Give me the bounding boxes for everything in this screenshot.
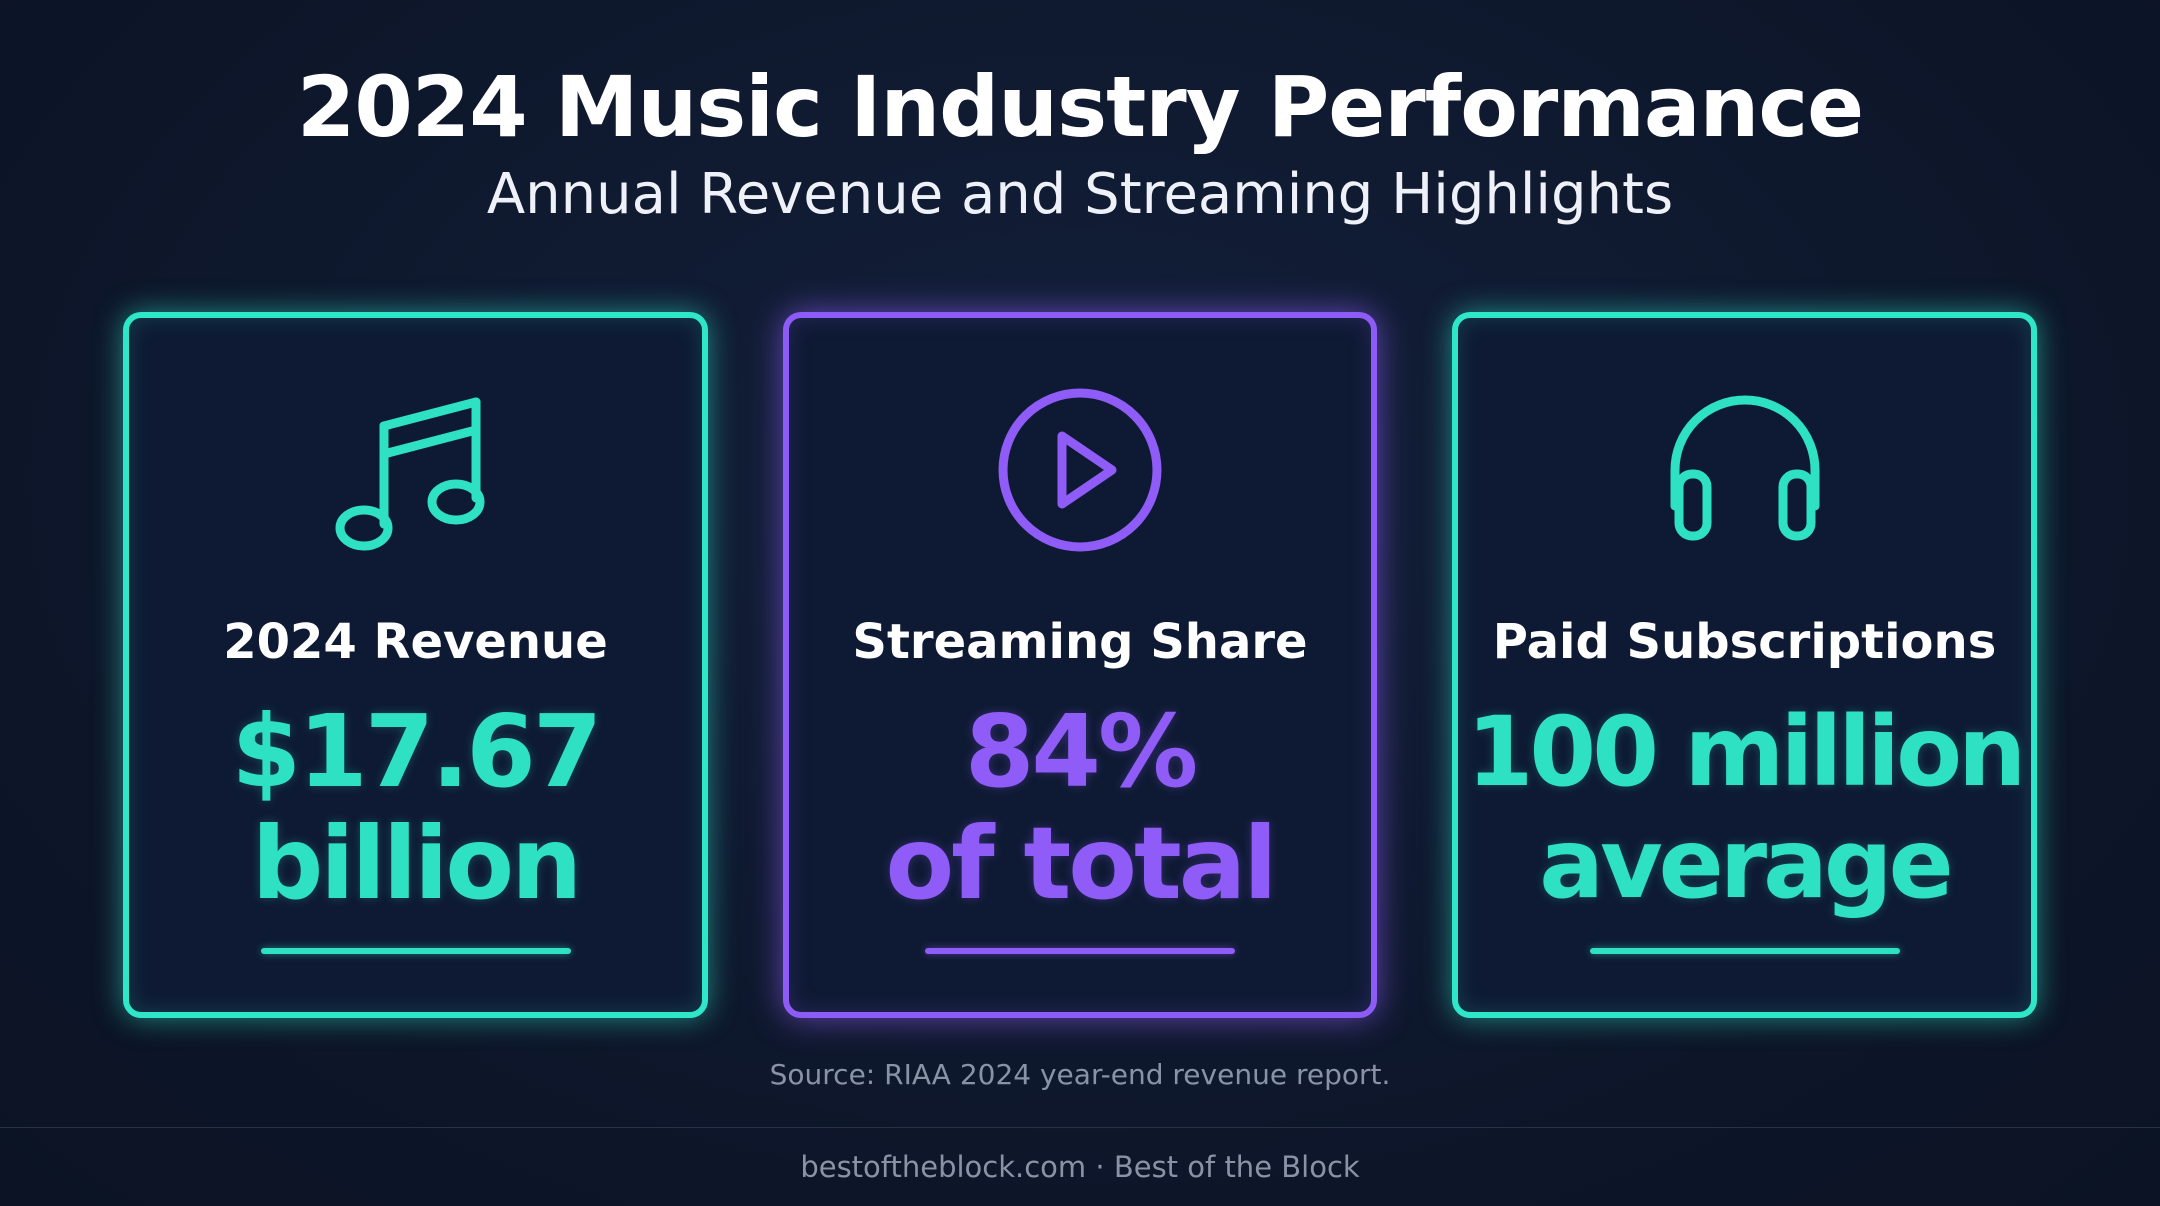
card-underline: [1589, 948, 1900, 954]
card-underline: [260, 948, 571, 954]
card-value-line2: average: [1539, 808, 1953, 920]
card-underline: [925, 948, 1235, 954]
stat-card-streaming: Streaming Share 84% of total: [783, 312, 1377, 1018]
page-subtitle: Annual Revenue and Streaming Highlights: [486, 162, 1674, 227]
stat-card-subscriptions: Paid Subscriptions 100 million average: [1452, 312, 2037, 1018]
card-value-line2: billion: [251, 805, 583, 922]
card-value-line1: $17.67: [231, 693, 603, 810]
card-value: 84% of total: [789, 696, 1371, 920]
footer-credit: bestoftheblock.com · Best of the Block: [800, 1150, 1360, 1184]
card-label: Streaming Share: [852, 614, 1308, 670]
card-value: $17.67 billion: [129, 696, 702, 920]
card-value-line1: 100 million: [1466, 696, 2027, 808]
play-circle-icon: [980, 378, 1180, 568]
footer-divider: [0, 1127, 2160, 1128]
card-label: Paid Subscriptions: [1492, 614, 1997, 670]
music-note-icon: [316, 378, 516, 568]
card-value-line1: 84%: [964, 693, 1198, 810]
card-value-line2: of total: [885, 805, 1277, 922]
headphones-icon: [1645, 378, 1845, 568]
card-value: 100 million average: [1458, 696, 2031, 920]
stat-card-revenue: 2024 Revenue $17.67 billion: [123, 312, 708, 1018]
card-label: 2024 Revenue: [223, 614, 608, 670]
source-note: Source: RIAA 2024 year-end revenue repor…: [769, 1058, 1391, 1091]
page-title: 2024 Music Industry Performance: [296, 58, 1864, 156]
